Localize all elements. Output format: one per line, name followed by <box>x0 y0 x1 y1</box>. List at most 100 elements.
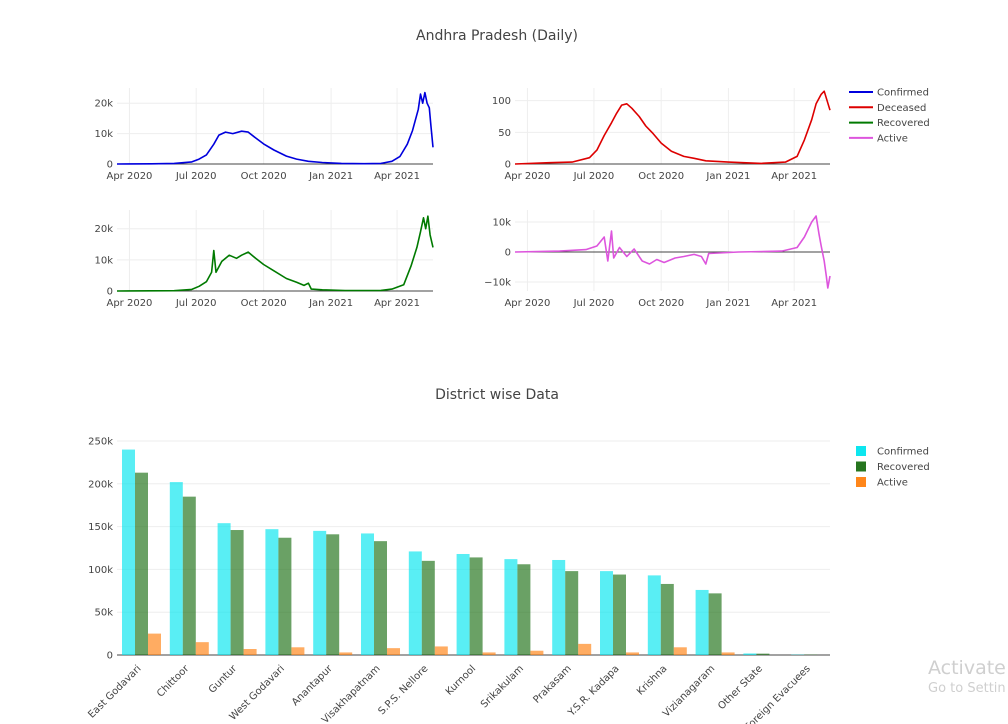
x-tick-label: Other State <box>716 663 765 712</box>
legend-item-confirmed: Confirmed <box>849 88 929 99</box>
y-tick-label: 0 <box>107 160 113 171</box>
bar-confirmed-srikakulam <box>504 559 518 655</box>
panel-confirmed: Apr 2020 Jul 2020 Oct 2020 Jan 2021 Apr 2021… <box>94 88 434 182</box>
bar-active-east-godavari <box>148 633 161 655</box>
bar-active-west-godavari <box>291 647 305 655</box>
legend-item-recovered: Recovered <box>856 461 930 473</box>
y-tick-label: 250k <box>88 437 113 448</box>
y-tick-label: 10k <box>492 218 511 229</box>
x-tick-label: Jan 2021 <box>308 298 353 309</box>
bar-recovered-s-p-s-nellore <box>421 560 435 655</box>
bar-chart: 0 50k 100k 150k 200k 250k East Godavari Chittoo… <box>86 437 830 724</box>
x-tick-label: Jan 2021 <box>705 298 750 309</box>
bar-active-y-s-r-kadapa <box>626 652 639 655</box>
bar-chart-title: District wise Data <box>435 387 559 403</box>
watermark-line-2: Go to Settin <box>928 681 1006 696</box>
line-panels: Apr 2020 Jul 2020 Oct 2020 Jan 2021 Apr 2021… <box>94 88 831 309</box>
legend-swatch-recovered <box>856 461 866 472</box>
bar-recovered-vizianagaram <box>708 593 722 655</box>
x-tick-label: Y.S.R. Kadapa <box>566 663 622 719</box>
y-tick-label: 150k <box>88 522 113 533</box>
x-tick-label: Apr 2020 <box>106 298 152 309</box>
legend-item-recovered: Recovered <box>849 118 930 129</box>
legend-swatch-active <box>856 477 866 487</box>
x-tick-label: Oct 2020 <box>241 298 287 309</box>
y-tick-label: 0 <box>505 160 511 171</box>
bar-confirmed-anantapur <box>313 530 327 655</box>
bar-recovered-east-godavari <box>135 472 148 655</box>
legend-label-recovered: Recovered <box>877 118 930 129</box>
x-tick-label: Guntur <box>207 663 240 696</box>
x-tick-label: Krishna <box>635 663 669 697</box>
line-legend: Confirmed Deceased Recovered Active <box>849 88 930 144</box>
x-tick-label: Jan 2021 <box>308 171 353 182</box>
windows-activation-watermark: Activate W Go to Settin <box>928 657 1008 696</box>
x-tick-label: East Godavari <box>86 663 143 720</box>
x-tick-label: Jul 2020 <box>175 171 217 182</box>
deceased-line <box>514 90 831 165</box>
bar-recovered-krishna <box>660 583 674 655</box>
bar-confirmed-vizianagaram <box>695 589 709 655</box>
y-tick-label: 0 <box>505 248 511 259</box>
y-tick-label: 50 <box>498 128 511 139</box>
bar-confirmed-west-godavari <box>265 529 279 655</box>
bar-active-krishna <box>673 647 687 655</box>
legend-item-active: Active <box>856 477 908 489</box>
bar-recovered-chittoor <box>182 496 196 655</box>
y-tick-label: 0 <box>107 287 113 298</box>
x-tick-label: S.P.S. Nellore <box>377 663 431 717</box>
x-tick-label: Apr 2021 <box>374 298 420 309</box>
x-tick-label: Vizianagaram <box>661 663 717 719</box>
bar-recovered-west-godavari <box>278 537 292 655</box>
panel-deceased: Apr 2020 Jul 2020 Oct 2020 Jan 2021 Apr 2021… <box>492 88 831 182</box>
bar-confirmed-krishna <box>647 575 661 655</box>
x-tick-label: Apr 2020 <box>504 298 550 309</box>
x-tick-label: Apr 2021 <box>771 171 817 182</box>
y-tick-label: 10k <box>94 129 113 140</box>
bar-active-srikakulam <box>530 650 544 655</box>
bar-confirmed-kurnool <box>456 553 470 655</box>
x-tick-label: Kurnool <box>444 663 478 697</box>
bar-confirmed-east-godavari <box>122 449 135 655</box>
x-tick-label: Anantapur <box>290 663 336 709</box>
bar-recovered-guntur <box>230 530 244 655</box>
bar-recovered-visakhapatnam <box>374 541 387 655</box>
bar-confirmed-s-p-s-nellore <box>408 551 422 655</box>
bar-recovered-kurnool <box>469 557 483 655</box>
y-tick-label: 100 <box>492 96 511 107</box>
x-tick-label: Jul 2020 <box>175 298 217 309</box>
y-tick-label: 100k <box>88 565 113 576</box>
x-tick-label: Apr 2020 <box>106 171 152 182</box>
bar-confirmed-visakhapatnam <box>361 533 374 655</box>
legend-label-confirmed: Confirmed <box>877 447 929 458</box>
x-tick-label: Srikakulam <box>479 663 526 710</box>
x-tick-label: Oct 2020 <box>241 171 287 182</box>
line-chart-title: Andhra Pradesh (Daily) <box>416 28 578 44</box>
x-tick-label: Chittoor <box>155 663 192 700</box>
legend-label-recovered: Recovered <box>877 462 930 473</box>
confirmed-line <box>116 91 434 165</box>
watermark-line-1: Activate W <box>928 657 1008 679</box>
bar-active-vizianagaram <box>721 652 735 655</box>
bar-confirmed-prakasam <box>552 559 566 655</box>
bar-recovered-other-state <box>756 653 770 655</box>
legend-swatch-confirmed <box>856 446 866 456</box>
x-tick-label: Jul 2020 <box>573 298 615 309</box>
bar-active-prakasam <box>578 643 592 655</box>
bar-legend: Confirmed Recovered Active <box>856 446 930 489</box>
bar-confirmed-y-s-r-kadapa <box>600 571 613 655</box>
bar-recovered-prakasam <box>565 571 579 655</box>
y-tick-label: 0 <box>107 651 113 662</box>
bar-active-guntur <box>243 649 257 655</box>
bar-active-visakhapatnam <box>387 648 400 655</box>
legend-item-deceased: Deceased <box>849 103 926 114</box>
recovered-line <box>116 215 434 292</box>
bar-confirmed-other-state <box>743 653 757 655</box>
legend-label-active: Active <box>877 478 908 489</box>
bar-recovered-y-s-r-kadapa <box>613 574 626 655</box>
y-tick-label: 200k <box>88 479 113 490</box>
y-tick-label: 50k <box>94 608 113 619</box>
x-tick-label: Oct 2020 <box>638 171 684 182</box>
y-tick-label: −10k <box>484 278 511 289</box>
bar-confirmed-guntur <box>217 523 231 655</box>
